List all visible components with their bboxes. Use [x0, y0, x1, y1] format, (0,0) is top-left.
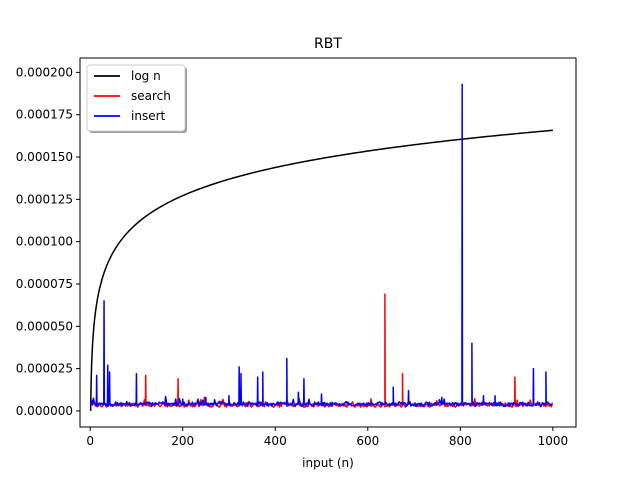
y-tick-label: 0.000200	[16, 65, 73, 79]
x-tick-label: 1000	[538, 434, 569, 448]
series-line-log-n	[89, 129, 553, 411]
x-tick-label: 200	[171, 434, 194, 448]
legend-box	[86, 64, 186, 132]
y-tick-label: 0.000150	[16, 150, 73, 164]
x-axis: 0 200 400 600 800 1000	[86, 427, 568, 448]
x-tick-label: 600	[356, 434, 379, 448]
x-tick-label: 0	[86, 434, 94, 448]
y-tick-label: 0.000125	[16, 192, 73, 206]
y-axis: 0.000000 0.000025 0.000050 0.000075 0.000100…	[16, 65, 80, 418]
legend: log n search insert	[86, 64, 187, 133]
y-tick-label: 0.000050	[16, 319, 73, 333]
plot-frame	[79, 57, 577, 428]
legend-entry-label: log n	[131, 69, 161, 83]
y-tick-label: 0.000075	[16, 277, 73, 291]
legend-entry-label: insert	[131, 109, 166, 123]
y-tick-label: 0.000025	[16, 362, 73, 376]
chart-title: RBT	[314, 36, 342, 52]
series-layer	[89, 83, 554, 411]
series-line-insert	[89, 83, 553, 407]
y-tick-label: 0.000100	[16, 235, 73, 249]
x-tick-label: 400	[264, 434, 287, 448]
x-tick-label: 800	[449, 434, 472, 448]
legend-entry-label: search	[131, 89, 171, 103]
y-tick-label: 0.000175	[16, 108, 73, 122]
y-tick-label: 0.000000	[16, 404, 73, 418]
x-axis-label: input (n)	[302, 456, 354, 470]
